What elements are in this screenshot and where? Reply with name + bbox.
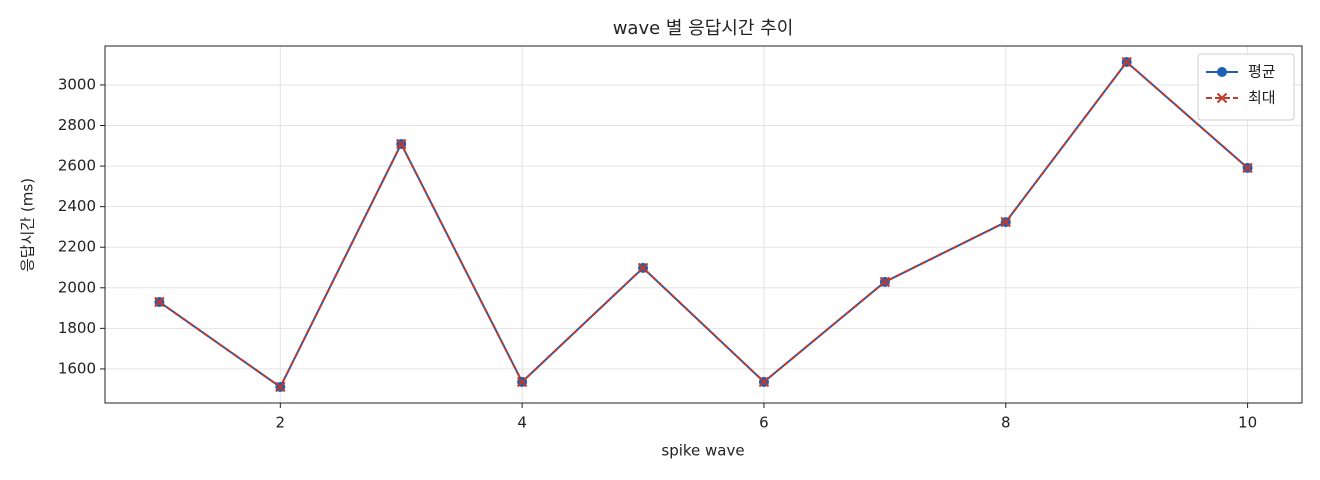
marker: [1216, 92, 1228, 104]
y-tick-label: 2400: [58, 197, 96, 215]
y-tick-label: 1800: [58, 319, 96, 337]
x-tick-label: 4: [517, 414, 527, 432]
chart-title: wave 별 응답시간 추이: [613, 18, 794, 39]
marker: [516, 376, 528, 388]
y-tick-label: 2600: [58, 157, 96, 175]
marker: [879, 276, 891, 288]
axes-frame: [104, 45, 1303, 404]
series-line: [158, 60, 1249, 389]
series-line: [158, 60, 1249, 389]
x-tick-label: 2: [276, 414, 286, 432]
y-tick-label: 3000: [58, 75, 96, 93]
x-axis-label: spike wave: [661, 442, 744, 460]
marker: [1217, 67, 1227, 77]
y-tick-label: 2000: [58, 278, 96, 296]
marker: [758, 376, 770, 388]
x-tick-label: 10: [1238, 414, 1257, 432]
y-axis-label: 응답시간 (ms): [19, 178, 37, 272]
y-tick-label: 1600: [58, 359, 96, 377]
legend-label: 평균: [1248, 63, 1276, 81]
y-tick-label: 2200: [58, 238, 96, 256]
legend-box: [1197, 53, 1295, 121]
x-tick-label: 6: [759, 414, 769, 432]
marker: [396, 138, 407, 150]
marker: [275, 381, 286, 393]
x-tick-label: 8: [1001, 414, 1011, 432]
legend-label: 최대: [1248, 89, 1276, 107]
marker: [1121, 56, 1132, 68]
marker: [154, 296, 165, 308]
marker: [1242, 162, 1253, 174]
plot: [154, 56, 1253, 393]
marker: [637, 262, 649, 274]
y-tick-label: 2800: [58, 116, 96, 134]
marker: [1000, 216, 1011, 228]
grid: [105, 46, 1302, 403]
